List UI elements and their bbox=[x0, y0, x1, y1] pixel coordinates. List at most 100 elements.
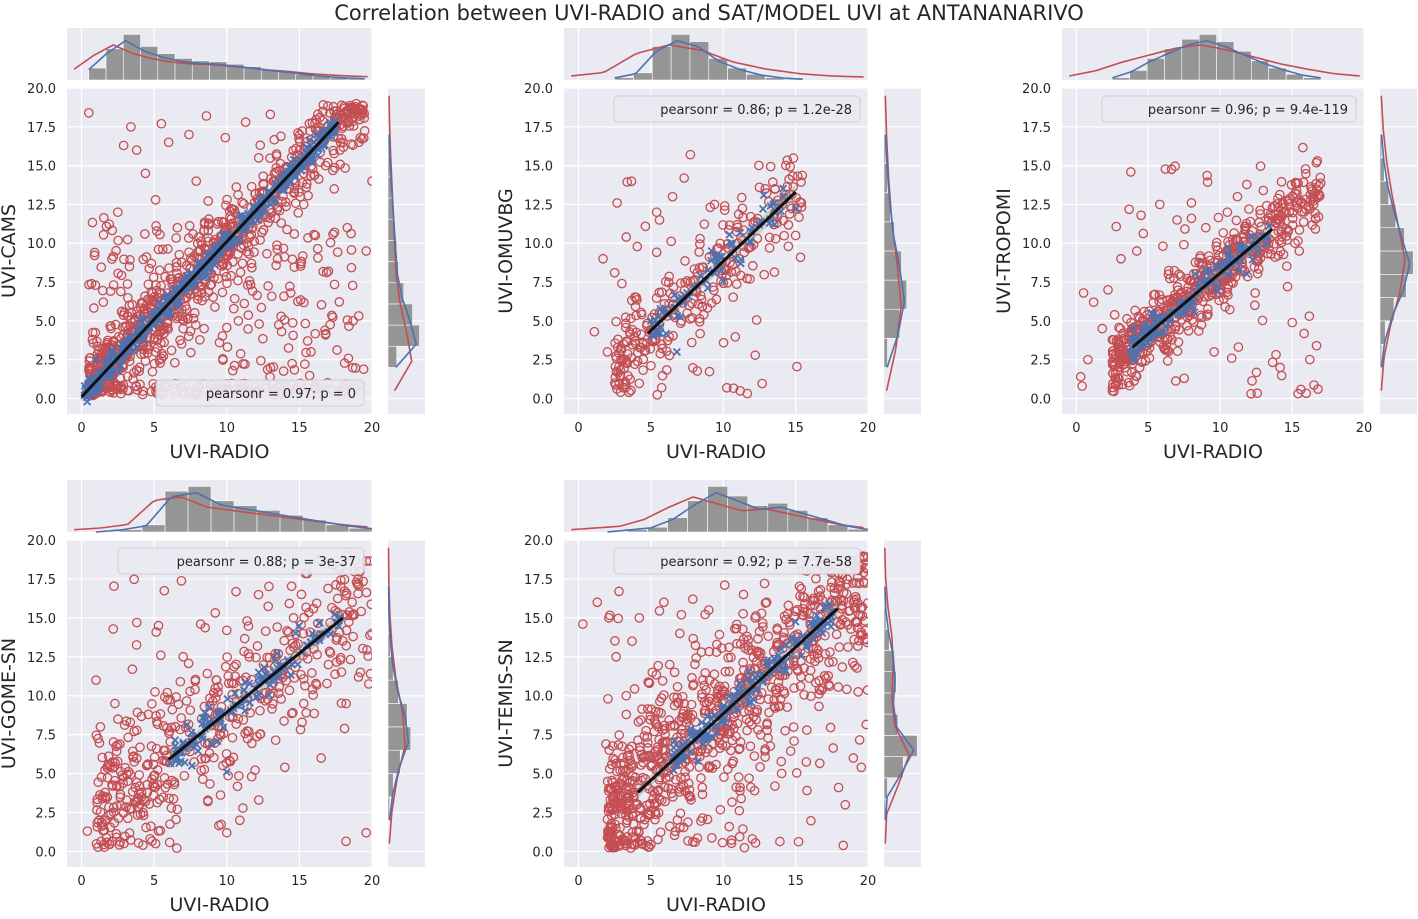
red-point bbox=[621, 766, 631, 777]
y-tick-label: 10.0 bbox=[524, 237, 553, 252]
red-point bbox=[320, 325, 330, 336]
red-point bbox=[688, 633, 699, 644]
red-point bbox=[1116, 253, 1126, 264]
red-point bbox=[256, 302, 267, 313]
y-tick-label: 0.0 bbox=[1030, 392, 1051, 407]
blue-point bbox=[293, 660, 302, 669]
red-point bbox=[165, 274, 176, 284]
red-point bbox=[734, 744, 744, 755]
red-point bbox=[116, 270, 127, 281]
red-point bbox=[243, 621, 254, 631]
red-point bbox=[1108, 378, 1118, 389]
x-tick-label: 5 bbox=[150, 421, 158, 436]
red-point bbox=[362, 645, 372, 655]
red-point bbox=[858, 577, 868, 587]
red-point bbox=[781, 614, 791, 625]
red-point bbox=[722, 278, 733, 288]
red-point bbox=[825, 647, 835, 657]
red-point bbox=[828, 656, 838, 667]
red-point bbox=[280, 762, 290, 773]
red-point bbox=[289, 187, 300, 198]
blue-point bbox=[669, 766, 678, 775]
red-point bbox=[205, 779, 215, 789]
red-point bbox=[633, 826, 644, 837]
red-point bbox=[318, 100, 329, 110]
red-point bbox=[1218, 227, 1229, 238]
red-point bbox=[131, 725, 142, 736]
x-tick-label: 10 bbox=[218, 874, 235, 889]
blue-point bbox=[1202, 267, 1211, 276]
red-point bbox=[646, 360, 656, 371]
red-point bbox=[762, 718, 773, 728]
red-point bbox=[638, 365, 648, 376]
red-point bbox=[155, 650, 166, 661]
red-point bbox=[302, 336, 313, 346]
red-point bbox=[296, 669, 306, 680]
red-point bbox=[183, 658, 194, 669]
red-point bbox=[1246, 388, 1256, 399]
red-point bbox=[340, 112, 351, 123]
red-point bbox=[288, 642, 299, 652]
red-point bbox=[223, 671, 234, 681]
red-point bbox=[756, 608, 767, 619]
red-point bbox=[1301, 168, 1311, 179]
blue-point bbox=[747, 698, 756, 707]
red-point bbox=[345, 654, 356, 665]
red-point bbox=[642, 738, 653, 748]
red-point bbox=[232, 781, 243, 792]
red-point bbox=[233, 770, 244, 781]
red-point bbox=[264, 581, 274, 592]
red-point bbox=[680, 256, 690, 266]
red-point bbox=[1300, 164, 1311, 174]
red-point bbox=[1223, 279, 1234, 290]
red-point bbox=[719, 686, 730, 697]
red-point bbox=[620, 835, 631, 846]
blue-point bbox=[744, 667, 753, 676]
red-point bbox=[87, 327, 98, 338]
top-hist-bar bbox=[1285, 73, 1304, 81]
red-point bbox=[291, 629, 301, 640]
red-point bbox=[132, 810, 143, 821]
right-hist-bar bbox=[387, 324, 420, 347]
red-point bbox=[742, 631, 752, 642]
red-point bbox=[189, 308, 200, 318]
red-point bbox=[862, 552, 868, 562]
red-point bbox=[1206, 290, 1217, 300]
y-tick-label: 17.5 bbox=[524, 121, 553, 136]
blue-point bbox=[92, 355, 101, 364]
red-point bbox=[1271, 349, 1281, 360]
red-point bbox=[696, 647, 707, 657]
x-tick-label: 5 bbox=[647, 421, 655, 436]
x-tick-label: 10 bbox=[218, 421, 235, 436]
red-point bbox=[252, 641, 263, 651]
red-point bbox=[246, 258, 257, 269]
red-point bbox=[286, 581, 297, 592]
red-point bbox=[711, 696, 722, 706]
red-point bbox=[1250, 300, 1260, 311]
red-point bbox=[199, 323, 209, 334]
red-point bbox=[1172, 215, 1182, 225]
red-point bbox=[287, 358, 297, 369]
x-tick-label: 0 bbox=[77, 874, 85, 889]
red-point bbox=[790, 230, 801, 241]
red-point bbox=[744, 716, 755, 727]
red-point bbox=[735, 385, 746, 396]
red-point bbox=[299, 359, 310, 369]
red-point bbox=[203, 796, 213, 807]
red-point bbox=[792, 647, 803, 657]
red-point bbox=[724, 666, 735, 677]
red-point bbox=[330, 162, 340, 173]
red-point bbox=[795, 591, 805, 601]
red-point bbox=[682, 308, 693, 318]
red-point bbox=[726, 652, 736, 663]
red-point bbox=[203, 214, 214, 224]
red-point bbox=[166, 803, 177, 813]
blue-point bbox=[213, 737, 222, 746]
blue-point bbox=[202, 251, 211, 260]
red-point bbox=[735, 639, 746, 650]
red-point bbox=[135, 303, 146, 314]
y-tick-label: 12.5 bbox=[524, 198, 553, 213]
red-point bbox=[123, 732, 134, 743]
red-point bbox=[340, 590, 351, 601]
red-point bbox=[157, 244, 168, 255]
